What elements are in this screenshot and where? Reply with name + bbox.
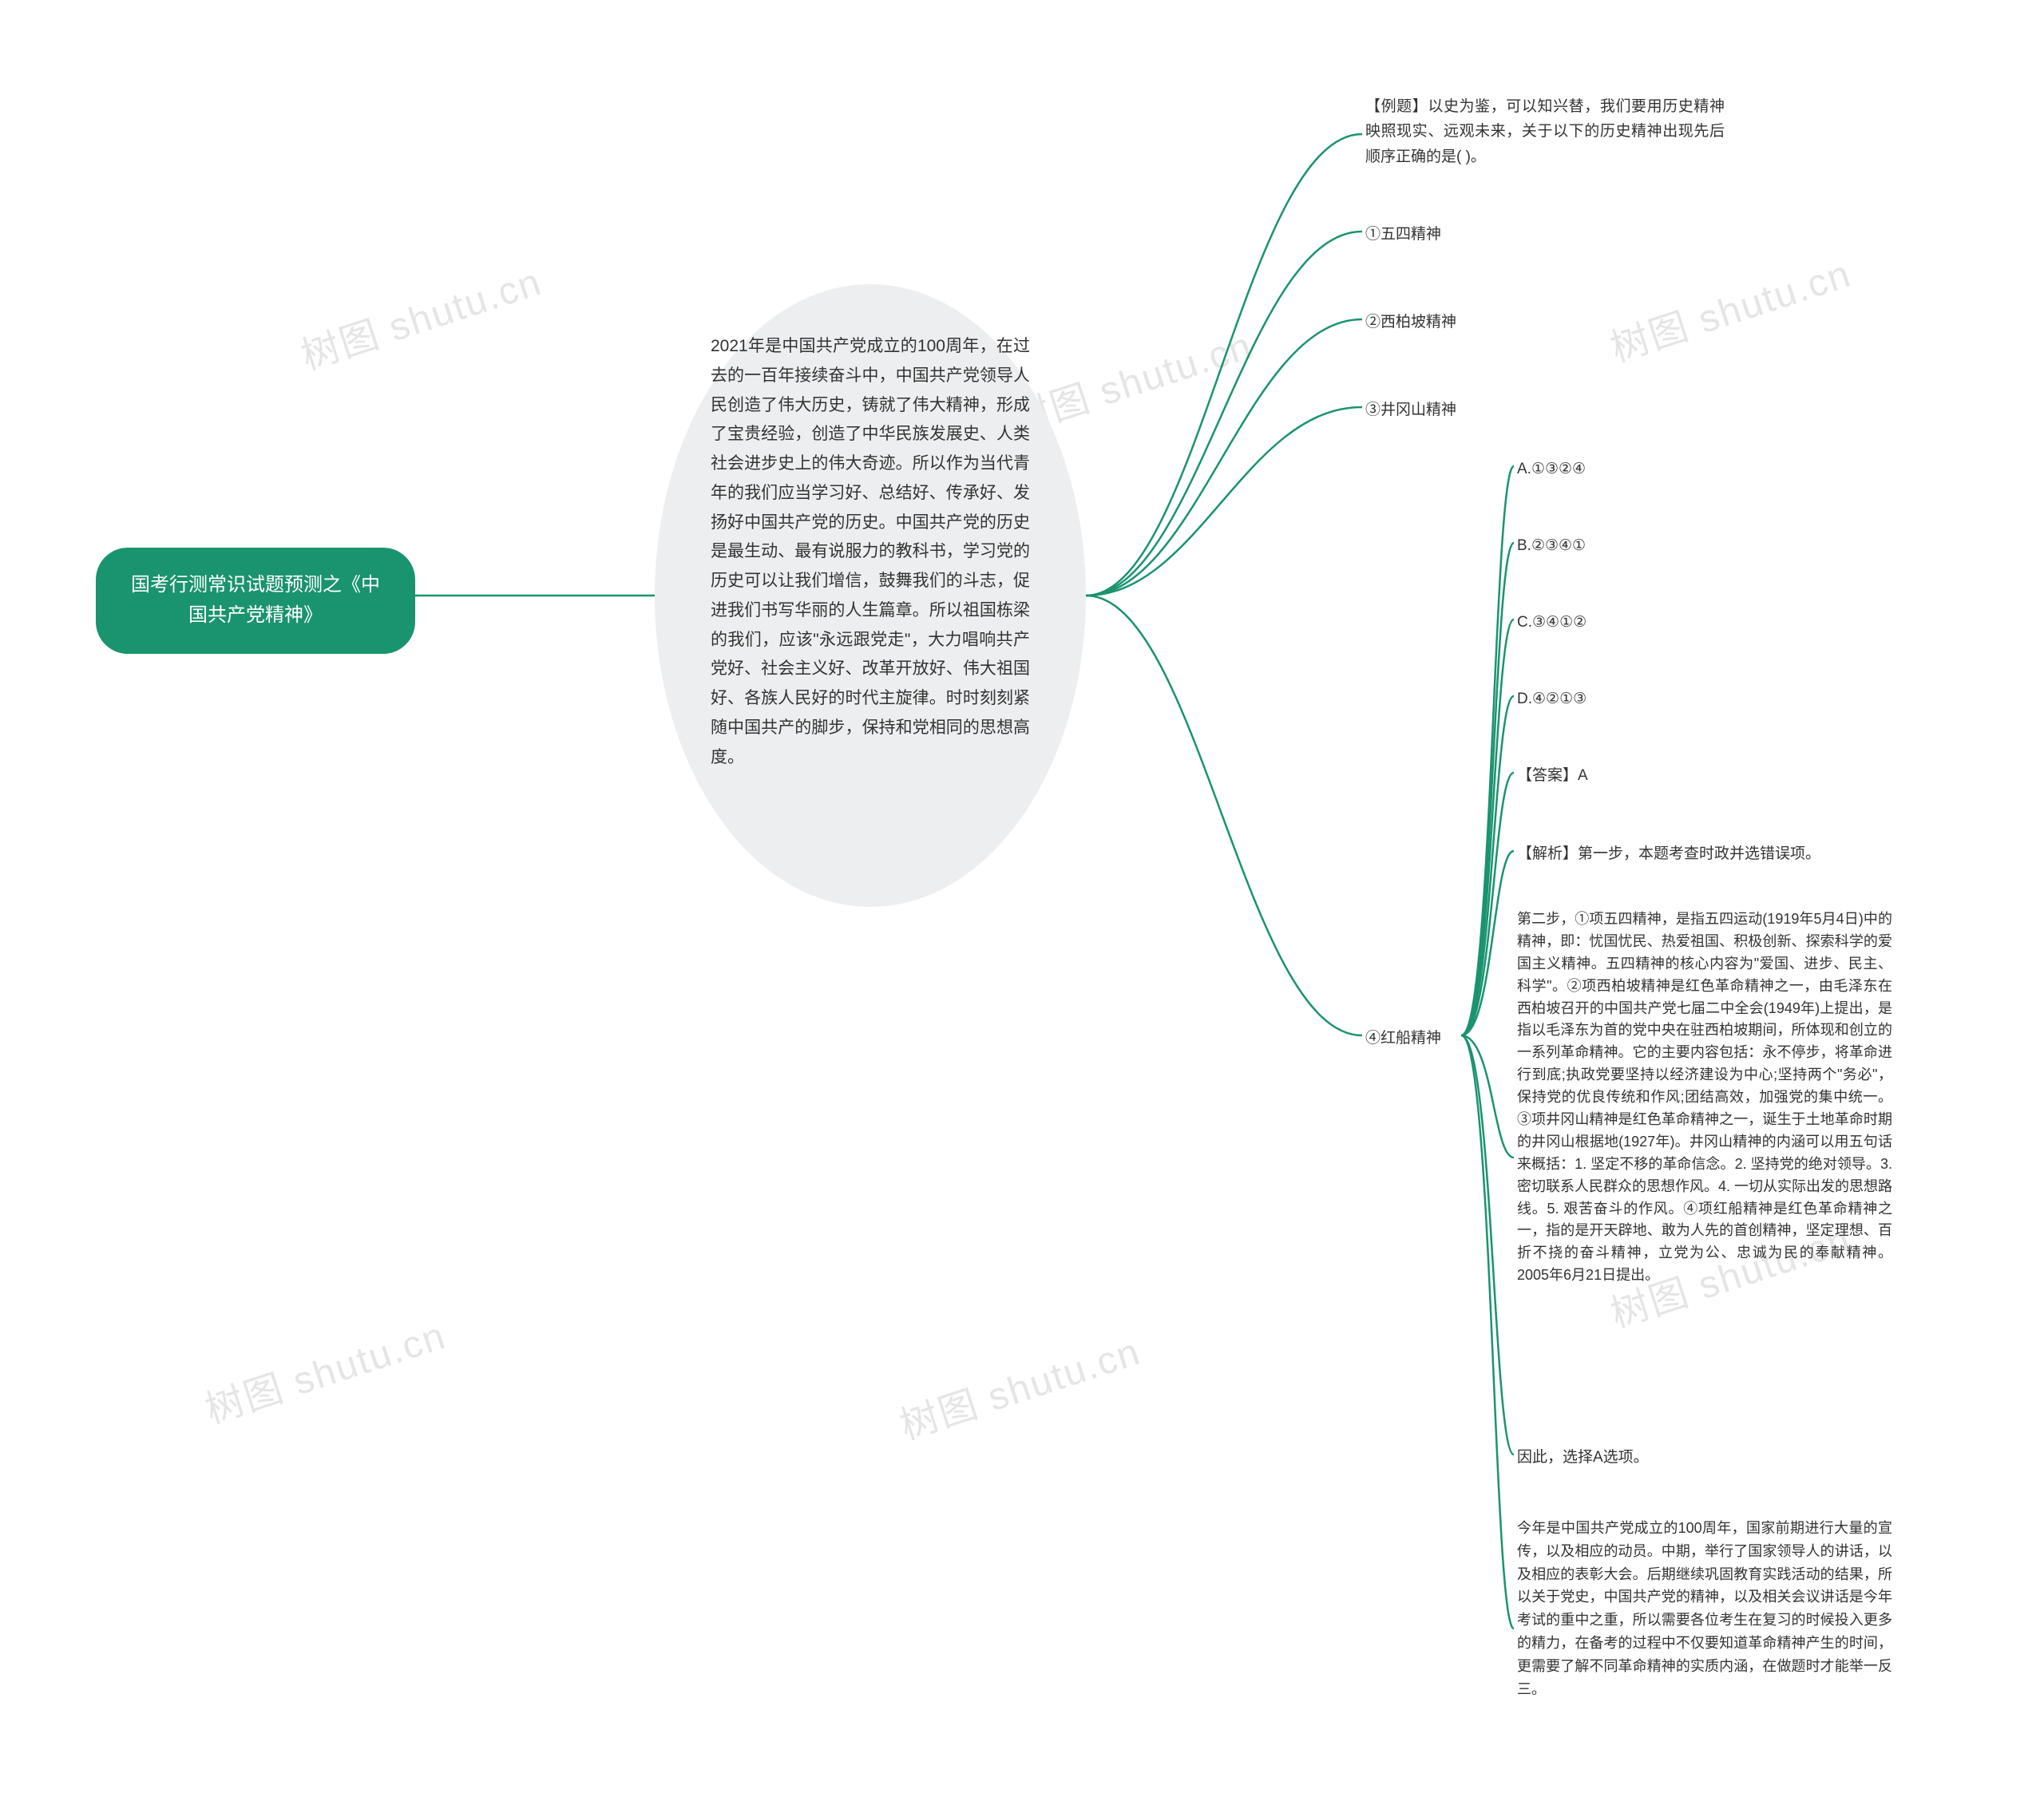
branch-2: ②西柏坡精神	[1365, 310, 1456, 334]
watermark: 树图 shutu.cn	[197, 1304, 452, 1434]
branch-3: ③井冈山精神	[1365, 398, 1456, 422]
branch-1: ①五四精神	[1365, 222, 1441, 247]
branch-4: ④红船精神	[1365, 1026, 1441, 1051]
conclusion-text: 因此，选择A选项。	[1517, 1449, 1649, 1466]
bubble-text: 2021年是中国共产党成立的100周年，在过去的一百年接续奋斗中，中国共产党领导…	[711, 337, 1030, 766]
branch-3-label: ③井冈山精神	[1365, 402, 1456, 418]
root-text: 国考行测常识试题预测之《中国共产党精神》	[131, 574, 380, 626]
option-d: D.④②①③	[1517, 687, 1586, 711]
answer-text: 【答案】A	[1517, 767, 1588, 784]
summary: 今年是中国共产党成立的100周年，国家前期进行大量的宣传，以及相应的动员。中期，…	[1517, 1517, 1892, 1700]
answer: 【答案】A	[1517, 763, 1588, 788]
description-bubble: 2021年是中国共产党成立的100周年，在过去的一百年接续奋斗中，中国共产党领导…	[655, 284, 1086, 907]
branch-2-label: ②西柏坡精神	[1365, 314, 1456, 331]
analysis-step2: 第二步，①项五四精神，是指五四运动(1919年5月4日)中的精神，即：忧国忧民、…	[1517, 908, 1892, 1287]
analysis-step2-text: 第二步，①项五四精神，是指五四运动(1919年5月4日)中的精神，即：忧国忧民、…	[1517, 911, 1892, 1283]
root-node: 国考行测常识试题预测之《中国共产党精神》	[96, 548, 415, 654]
option-a: A.①③②④	[1517, 457, 1586, 481]
branch-1-label: ①五四精神	[1365, 226, 1441, 243]
branch-4-label: ④红船精神	[1365, 1030, 1441, 1047]
example-question-text: 【例题】以史为鉴，可以知兴替，我们要用历史精神映照现实、远观未来，关于以下的历史…	[1365, 98, 1725, 165]
watermark: 树图 shutu.cn	[892, 1320, 1147, 1450]
option-b-text: B.②③④①	[1517, 537, 1586, 554]
example-question: 【例题】以史为鉴，可以知兴替，我们要用历史精神映照现实、远观未来，关于以下的历史…	[1365, 94, 1725, 169]
option-d-text: D.④②①③	[1517, 691, 1586, 707]
option-a-text: A.①③②④	[1517, 461, 1586, 477]
conclusion: 因此，选择A选项。	[1517, 1445, 1649, 1470]
watermark: 树图 shutu.cn	[293, 250, 548, 380]
watermark: 树图 shutu.cn	[1602, 242, 1857, 372]
option-c: C.③④①②	[1517, 610, 1586, 635]
analysis-step1-text: 【解析】第一步，本题考查时政并选错误项。	[1517, 845, 1820, 862]
analysis-step1: 【解析】第一步，本题考查时政并选错误项。	[1517, 841, 1884, 866]
option-b: B.②③④①	[1517, 533, 1586, 558]
option-c-text: C.③④①②	[1517, 614, 1586, 631]
summary-text: 今年是中国共产党成立的100周年，国家前期进行大量的宣传，以及相应的动员。中期，…	[1517, 1520, 1892, 1697]
